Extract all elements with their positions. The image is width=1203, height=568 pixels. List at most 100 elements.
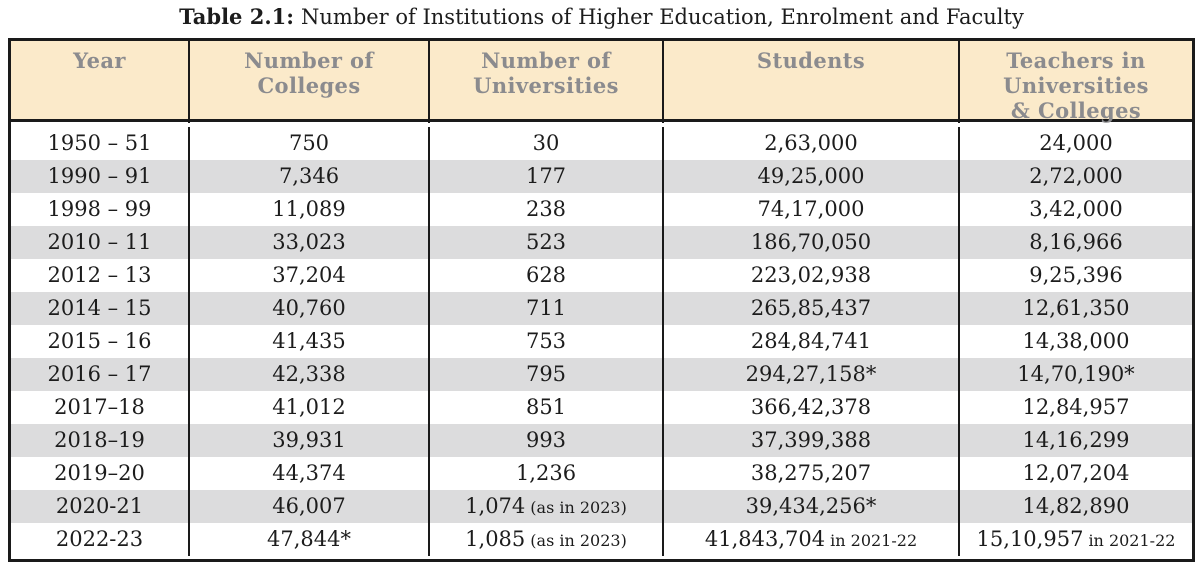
table-cell: 38,275,207	[664, 457, 960, 490]
header-body-divider	[11, 122, 1192, 127]
cell-value: 366,42,378	[750, 395, 872, 419]
cell-value: 37,399,388	[750, 428, 872, 452]
cell-value: 2020-21	[55, 494, 144, 518]
table-body: 1950 – 51 750 30 2,63,000 24,000 1990 – 91 7,3…	[11, 127, 1192, 556]
table-row: 2010 – 11 33,023 523 186,70,050 8,16,966	[11, 226, 1192, 259]
cell-value: 2017–18	[54, 395, 145, 419]
table-cell: 14,16,299	[960, 424, 1192, 457]
cell-value: 238	[525, 197, 567, 221]
table-cell: 41,012	[190, 391, 430, 424]
table-cell: 41,843,704 in 2021-22	[664, 523, 960, 556]
cell-value: 74,17,000	[757, 197, 865, 221]
cell-value: 33,023	[272, 230, 346, 254]
cell-value: 15,10,957	[976, 527, 1084, 551]
table-row: 1998 – 99 11,089 238 74,17,000 3,42,000	[11, 193, 1192, 226]
table-cell: 12,61,350	[960, 292, 1192, 325]
cell-value: 11,089	[272, 197, 346, 221]
table-title-number: Table 2.1:	[179, 4, 294, 29]
table-row: 2020-21 46,007 1,074 (as in 2023) 39,434,256…	[11, 490, 1192, 523]
cell-value: 2019–20	[54, 461, 145, 485]
table-cell: 186,70,050	[664, 226, 960, 259]
cell-value: 38,275,207	[750, 461, 872, 485]
table-cell: 753	[430, 325, 664, 358]
cell-value: 1990 – 91	[47, 164, 152, 188]
table-cell: 2018–19	[11, 424, 190, 457]
table-row: 2017–18 41,012 851 366,42,378 12,84,957	[11, 391, 1192, 424]
table-row: 2014 – 15 40,760 711 265,85,437 12,61,350	[11, 292, 1192, 325]
cell-value: 294,27,158*	[745, 362, 877, 386]
table-cell: 795	[430, 358, 664, 391]
table-cell: 2016 – 17	[11, 358, 190, 391]
cell-value: 42,338	[272, 362, 346, 386]
table-cell: 44,374	[190, 457, 430, 490]
table-cell: 14,38,000	[960, 325, 1192, 358]
cell-value: 3,42,000	[1029, 197, 1123, 221]
cell-value: 2016 – 17	[47, 362, 152, 386]
cell-value: 2,72,000	[1029, 164, 1123, 188]
cell-value: 7,346	[278, 164, 340, 188]
table-cell: 284,84,741	[664, 325, 960, 358]
cell-value: 12,07,204	[1022, 461, 1130, 485]
cell-value: 40,760	[272, 296, 346, 320]
column-header-universities: Number of Universities	[430, 41, 664, 123]
table-cell: 628	[430, 259, 664, 292]
cell-value: 753	[525, 329, 567, 353]
table-cell: 42,338	[190, 358, 430, 391]
cell-value: 523	[525, 230, 567, 254]
table-row: 2015 – 16 41,435 753 284,84,741 14,38,000	[11, 325, 1192, 358]
table-cell: 265,85,437	[664, 292, 960, 325]
cell-value: 14,82,890	[1022, 494, 1130, 518]
cell-value: 628	[525, 263, 567, 287]
cell-value: 41,843,704	[704, 527, 826, 551]
cell-value: 39,931	[272, 428, 346, 452]
table-cell: 1,236	[430, 457, 664, 490]
cell-value: 711	[525, 296, 567, 320]
table-row: 2022-23 47,844* 1,085 (as in 2023) 41,843,70…	[11, 523, 1192, 556]
table-cell: 41,435	[190, 325, 430, 358]
table-cell: 39,434,256*	[664, 490, 960, 523]
cell-value: 24,000	[1039, 131, 1113, 155]
table-cell: 30	[430, 127, 664, 160]
table-cell: 711	[430, 292, 664, 325]
table-title-text: Number of Institutions of Higher Educati…	[301, 5, 1024, 29]
table-cell: 2014 – 15	[11, 292, 190, 325]
cell-value: 9,25,396	[1029, 263, 1123, 287]
cell-note: (as in 2023)	[530, 531, 627, 550]
table-cell: 15,10,957 in 2021-22	[960, 523, 1192, 556]
table-cell: 1,085 (as in 2023)	[430, 523, 664, 556]
table-cell: 3,42,000	[960, 193, 1192, 226]
cell-value: 2010 – 11	[47, 230, 152, 254]
column-header-year: Year	[11, 41, 190, 123]
cell-value: 2012 – 13	[47, 263, 152, 287]
table-cell: 1950 – 51	[11, 127, 190, 160]
table-cell: 2010 – 11	[11, 226, 190, 259]
column-header-teachers: Teachers in Universities & Colleges	[1003, 48, 1149, 123]
table-row: 1990 – 91 7,346 177 49,25,000 2,72,000	[11, 160, 1192, 193]
table-header-row: Year Number of Colleges Number of Univer…	[11, 41, 1192, 123]
table-row: 2016 – 17 42,338 795 294,27,158* 14,70,190*	[11, 358, 1192, 391]
table-row: 2019–20 44,374 1,236 38,275,207 12,07,204	[11, 457, 1192, 490]
cell-value: 186,70,050	[750, 230, 872, 254]
table-cell: 2012 – 13	[11, 259, 190, 292]
table-cell: 33,023	[190, 226, 430, 259]
table-cell: 12,84,957	[960, 391, 1192, 424]
table-cell: 1998 – 99	[11, 193, 190, 226]
cell-value: 30	[532, 131, 560, 155]
cell-value: 2,63,000	[764, 131, 858, 155]
table-cell: 2,72,000	[960, 160, 1192, 193]
table-cell: 750	[190, 127, 430, 160]
table-cell: 238	[430, 193, 664, 226]
cell-value: 1950 – 51	[47, 131, 152, 155]
table-cell: 2017–18	[11, 391, 190, 424]
table-cell: 47,844*	[190, 523, 430, 556]
cell-value: 49,25,000	[757, 164, 865, 188]
table-cell: 2015 – 16	[11, 325, 190, 358]
cell-value: 2015 – 16	[47, 329, 152, 353]
table-cell: 1,074 (as in 2023)	[430, 490, 664, 523]
cell-value: 14,16,299	[1022, 428, 1130, 452]
table-cell: 9,25,396	[960, 259, 1192, 292]
table-cell: 8,16,966	[960, 226, 1192, 259]
cell-value: 47,844*	[267, 527, 351, 551]
table-cell: 993	[430, 424, 664, 457]
cell-value: 41,435	[272, 329, 346, 353]
